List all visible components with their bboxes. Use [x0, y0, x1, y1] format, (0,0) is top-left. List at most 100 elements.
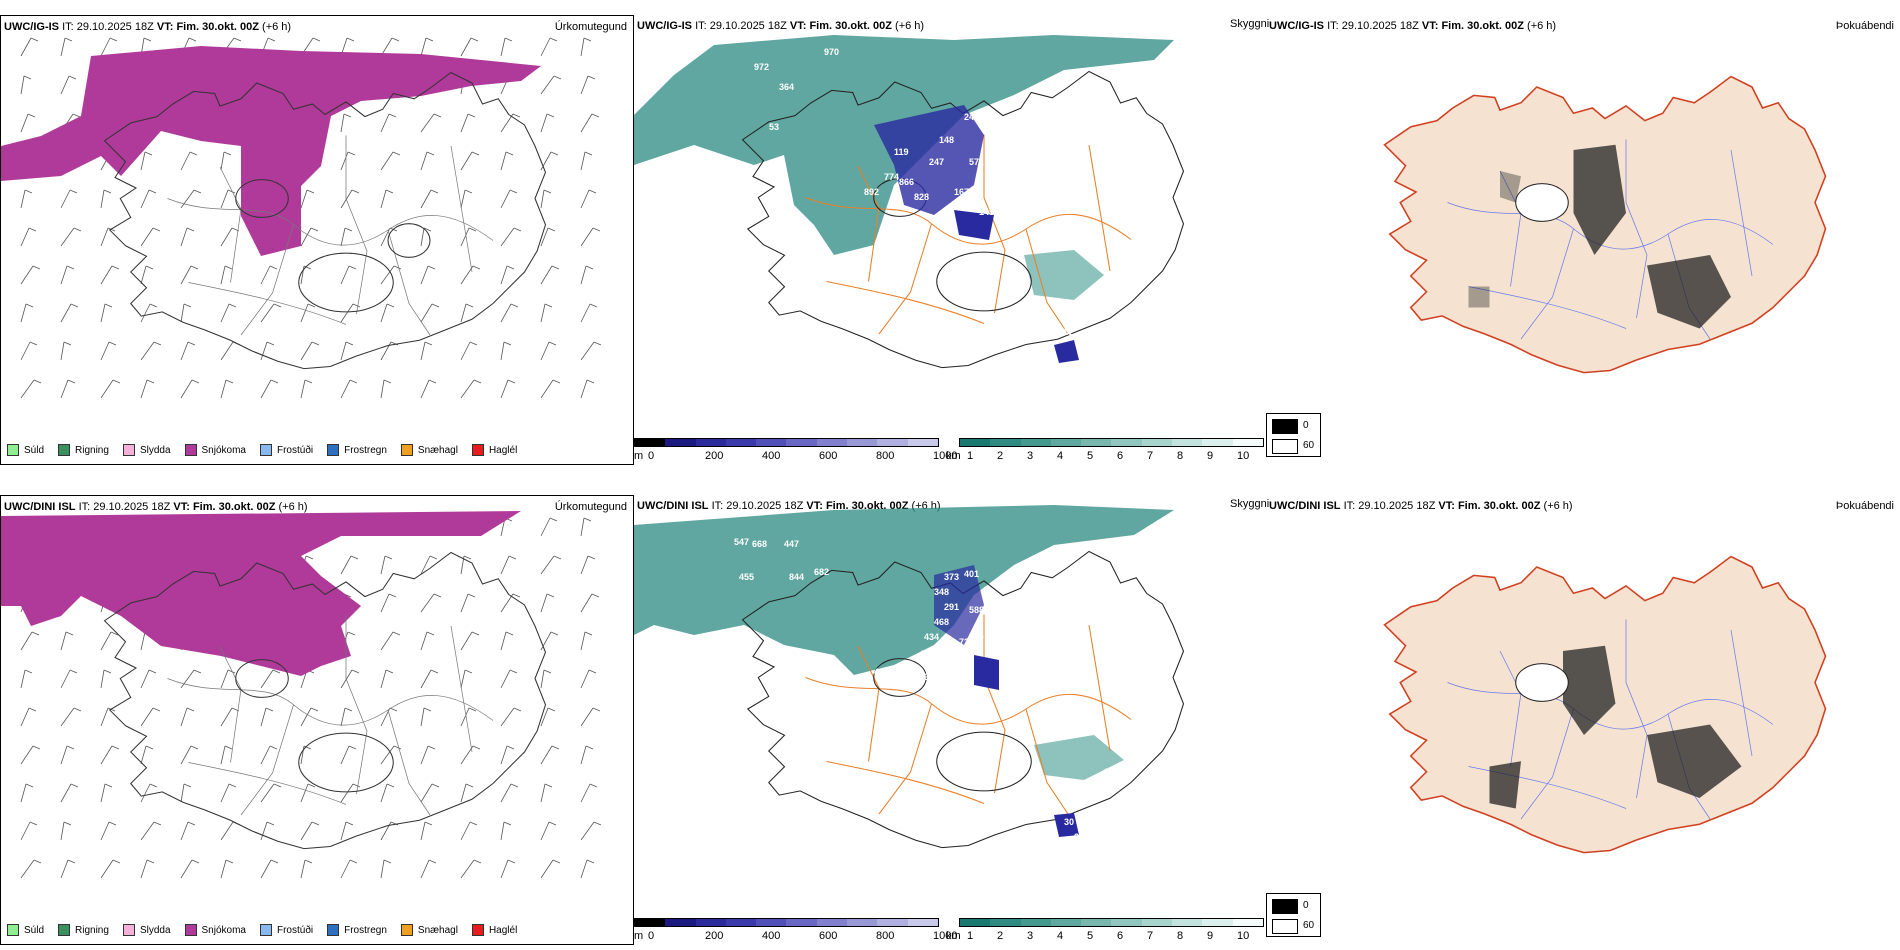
cloudbase-tick: 1000	[933, 930, 958, 942]
cloud-base-label: 419	[874, 667, 889, 677]
cloud-base-label: 53	[1009, 112, 1019, 122]
panel-title: UWC/IG-IS IT: 29.10.2025 18Z VT: Fim. 30…	[4, 21, 292, 33]
cloud-base-label: 547	[734, 537, 749, 547]
fog-map-bottom	[1383, 555, 1827, 854]
cloud-base-label: 729	[959, 637, 974, 647]
colorbar-segment	[1020, 439, 1051, 446]
visibility-tick: 6	[1117, 450, 1124, 462]
legend-item-sudl: Súld	[7, 924, 44, 936]
legend-item-slydda: Slydda	[122, 924, 171, 936]
cloudbase-tick: 800	[876, 930, 895, 942]
cloud-base-label: 348	[934, 587, 949, 597]
legend-item-snaehagl: Snæhagl	[400, 924, 458, 936]
legend-item-rigning: Rigning	[58, 444, 109, 456]
visibility-tick: 10	[1237, 930, 1250, 942]
cloud-base-label: 247	[929, 157, 944, 167]
panel-title: UWC/DINI ISL IT: 29.10.2025 18Z VT: Fim.…	[1269, 500, 1573, 512]
visibility-tick: 5	[1087, 450, 1094, 462]
visibility-tick: 2	[997, 930, 1004, 942]
visibility-tick: 7	[1147, 450, 1154, 462]
colorbar-segment	[635, 919, 666, 926]
precip-map-top	[1, 37, 602, 399]
cloud-base-label: 167	[954, 187, 969, 197]
colorbar-segment	[1232, 439, 1263, 446]
visibility-tick: 6	[1117, 930, 1124, 942]
cloud-base-label: 489	[969, 632, 984, 642]
sky-title: Skyggni	[1230, 498, 1270, 510]
legend-item-haglel: Haglél	[471, 444, 517, 456]
cloud-base-label: 682	[814, 567, 829, 577]
colorbar-segment	[786, 439, 817, 446]
cloud-base-label: 668	[752, 539, 767, 549]
cloud-base-label: 588	[969, 605, 984, 615]
cloud-base-label: 2	[1074, 832, 1079, 842]
cloud-base-label: 291	[944, 602, 959, 612]
cloud-base-label: 892	[864, 187, 879, 197]
visibility-tick: 4	[1057, 930, 1064, 942]
cloudbase-tick: 0	[648, 930, 655, 942]
legend-item-slydda: Slydda	[122, 444, 171, 456]
cloud-base-label: 364	[779, 82, 794, 92]
colorbar-segment	[1141, 919, 1173, 926]
precip-panel-top: UWC/IG-IS IT: 29.10.2025 18Z VT: Fim. 30…	[0, 15, 634, 465]
cloudbase-tick: 400	[762, 450, 781, 462]
visibility-tick: 9	[1207, 450, 1214, 462]
legend-item-frostregn: Frostregn	[327, 924, 387, 936]
cloudbase-colorbar	[634, 438, 939, 447]
cloud-base-label: 476	[919, 649, 934, 659]
colorbar-segment	[816, 439, 848, 446]
visibility-panel-bottom: UWC/DINI ISL IT: 29.10.2025 18Z VT: Fim.…	[634, 495, 1274, 945]
colorbar-segment	[1020, 919, 1051, 926]
visibility-panel-top: UWC/IG-IS IT: 29.10.2025 18Z VT: Fim. 30…	[634, 15, 1274, 465]
precip-legend: Súld Rigning Slydda Snjókoma Frostúði Fr…	[7, 924, 517, 936]
colorbar-segment	[847, 919, 878, 926]
fog-panel-top: UWC/IG-IS IT: 29.10.2025 18Z VT: Fim. 30…	[1266, 15, 1900, 415]
legend-item-snaehagl: Snæhagl	[400, 444, 458, 456]
sky-title: Skyggni	[1230, 18, 1270, 30]
precip-title: Úrkomutegund	[554, 21, 627, 33]
cloud-base-label: 866	[899, 177, 914, 187]
cloud-base-label: 970	[824, 47, 839, 57]
visibility-tick: 1	[967, 450, 974, 462]
cloudbase-tick: 1000	[933, 450, 958, 462]
cloud-base-label: 434	[924, 632, 939, 642]
cloud-base-label: 455	[739, 572, 754, 582]
colorbar-segment	[695, 439, 726, 446]
cloudbase-tick: 400	[762, 930, 781, 942]
visibility-map-bottom: 547 668 447 455 844 682 373 401 348 291 588 468 434 7…	[634, 505, 1185, 849]
cloud-base-label: 240	[964, 112, 979, 122]
cloud-base-label: 468	[934, 617, 949, 627]
cloud-base-label: 972	[754, 62, 769, 72]
cloud-base-label: 332	[1104, 767, 1119, 777]
panel-title: UWC/IG-IS IT: 29.10.2025 18Z VT: Fim. 30…	[1269, 20, 1557, 32]
visibility-tick: 4	[1057, 450, 1064, 462]
colorbar-segment	[1050, 439, 1082, 446]
cloud-base-label: 447	[784, 539, 799, 549]
colorbar-segment	[907, 919, 938, 926]
cloud-base-label: 774	[884, 172, 899, 182]
cloud-base-label: 134	[959, 202, 974, 212]
colorbar-segment	[786, 919, 817, 926]
visibility-unit: km	[946, 450, 961, 462]
visibility-tick: 8	[1177, 450, 1184, 462]
cloudbase-unit: m	[634, 930, 644, 942]
colorbar-segment	[1111, 919, 1142, 926]
fog-legend-top: 0 60	[1266, 413, 1321, 457]
fog-panel-bottom: UWC/DINI ISL IT: 29.10.2025 18Z VT: Fim.…	[1266, 495, 1900, 895]
colorbar-segment	[990, 439, 1021, 446]
precip-map-bottom	[1, 511, 602, 879]
legend-item-snjokoma: Snjókoma	[184, 444, 246, 456]
cloud-base-label: 153	[969, 687, 984, 697]
cloud-base-label: 146	[994, 117, 1009, 127]
colorbar-segment	[907, 439, 938, 446]
colorbar-segment	[1050, 919, 1082, 926]
cloud-base-label: 53	[769, 122, 779, 132]
visibility-tick: 5	[1087, 930, 1094, 942]
colorbar-segment	[990, 919, 1021, 926]
cloudbase-tick: 600	[819, 930, 838, 942]
colorbar-segment	[635, 439, 666, 446]
colorbar-segment	[877, 919, 908, 926]
cloud-base-label: 373	[944, 572, 959, 582]
legend-item-frostudi: Frostúði	[259, 924, 313, 936]
cloudbase-colorbar	[634, 918, 939, 927]
